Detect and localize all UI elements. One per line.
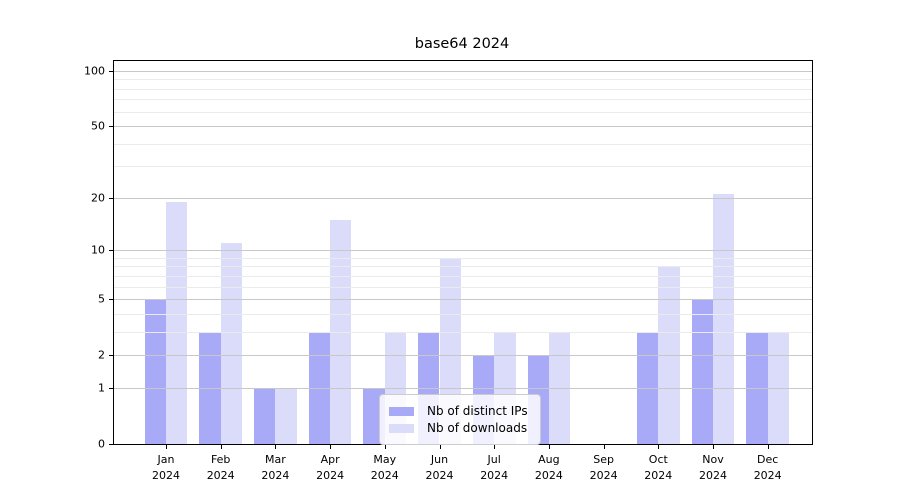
legend-label: Nb of downloads (427, 421, 528, 435)
chart-title: base64 2024 (414, 36, 510, 52)
x-tick-year: 2024 (699, 468, 727, 482)
bar-nb-of-downloads (548, 331, 571, 444)
minor-gridline (114, 166, 812, 168)
minor-gridline (114, 286, 812, 288)
y-tick-label: 2 (98, 348, 105, 362)
y-tick-mark (109, 126, 113, 127)
bar-nb-of-downloads (220, 243, 243, 444)
y-tick-mark (109, 444, 113, 445)
y-tick-label: 100 (84, 64, 105, 78)
y-tick-mark (109, 299, 113, 301)
bar-nb-of-distinct-ips (199, 331, 221, 444)
x-tick-label: Mar 2024 (261, 453, 290, 482)
x-tick-year: 2024 (370, 468, 399, 482)
x-tick-label: Apr 2024 (316, 453, 345, 482)
bar-nb-of-downloads (166, 201, 188, 444)
y-tick-label: 5 (98, 292, 105, 306)
y-tick-label: 50 (91, 119, 105, 133)
y-tick-label: 10 (91, 243, 105, 257)
x-tick-year: 2024 (644, 468, 673, 482)
x-tick-mark (166, 445, 167, 449)
minor-gridline (114, 111, 812, 113)
x-tick-label: Feb 2024 (206, 453, 235, 482)
x-tick-year: 2024 (480, 468, 509, 482)
major-gridline (114, 126, 812, 127)
bar-nb-of-distinct-ips (746, 331, 768, 444)
x-tick-year: 2024 (534, 468, 563, 482)
bar-nb-of-distinct-ips (691, 299, 713, 444)
x-tick-mark (548, 445, 550, 449)
legend-label: Nb of distinct IPs (427, 404, 528, 418)
y-tick-label: 0 (98, 437, 105, 451)
bar-nb-of-downloads (658, 266, 680, 444)
minor-gridline (114, 257, 812, 259)
x-tick-label: Aug 2024 (534, 453, 563, 482)
x-tick-mark (767, 445, 769, 449)
x-tick-mark (275, 445, 277, 449)
x-tick-mark (330, 445, 332, 449)
bar-nb-of-distinct-ips (144, 299, 166, 444)
x-tick-mark (603, 445, 605, 449)
x-tick-mark (494, 445, 496, 449)
x-tick-label: Jan 2024 (152, 453, 180, 482)
minor-gridline (114, 275, 812, 277)
x-tick-mark (439, 445, 441, 449)
legend-item: Nb of distinct IPs (389, 404, 528, 418)
x-tick-mark (384, 445, 386, 449)
legend-swatch (389, 406, 414, 416)
x-tick-year: 2024 (261, 468, 290, 482)
legend-swatch (389, 423, 414, 433)
x-tick-mark (658, 445, 660, 449)
minor-gridline (114, 79, 812, 81)
minor-gridline (114, 88, 812, 90)
x-tick-label: Sep 2024 (589, 453, 618, 482)
minor-gridline (114, 143, 812, 145)
x-tick-year: 2024 (589, 468, 618, 482)
major-gridline (114, 70, 812, 72)
x-tick-year: 2024 (152, 468, 180, 482)
plot-area: Nb of distinct IPs Nb of downloads 0 1 2 5 10… (84, 60, 813, 482)
major-gridline (114, 250, 812, 252)
bar-nb-of-downloads (713, 194, 735, 444)
legend-item: Nb of downloads (389, 421, 528, 435)
x-tick-mark (713, 445, 714, 449)
y-tick-mark (109, 355, 113, 357)
y-tick-mark (109, 387, 113, 389)
bar-nb-of-downloads (275, 387, 297, 444)
y-tick-mark (109, 197, 113, 199)
x-tick-label: Jul 2024 (480, 453, 509, 482)
y-tick-mark (109, 70, 113, 72)
bar-nb-of-distinct-ips (636, 331, 659, 444)
x-tick-year: 2024 (206, 468, 235, 482)
minor-gridline (114, 99, 812, 101)
x-tick-mark (220, 445, 222, 449)
bar-nb-of-downloads (767, 331, 790, 444)
x-tick-year: 2024 (425, 468, 454, 482)
y-tick-label: 1 (98, 381, 105, 395)
x-tick-year: 2024 (316, 468, 345, 482)
major-gridline (114, 197, 812, 199)
x-tick-label: Dec 2024 (753, 453, 782, 482)
x-tick-label: Jun 2024 (425, 453, 454, 482)
x-tick-label: Nov 2024 (699, 453, 727, 482)
bar-nb-of-downloads (330, 219, 352, 444)
legend: Nb of distinct IPs Nb of downloads (379, 394, 541, 445)
x-tick-label: May 2024 (370, 453, 399, 482)
minor-gridline (114, 266, 812, 268)
bar-nb-of-distinct-ips (254, 387, 276, 444)
x-tick-year: 2024 (753, 468, 782, 482)
y-tick-mark (109, 250, 113, 252)
y-tick-label: 20 (91, 191, 105, 205)
bar-nb-of-distinct-ips (308, 331, 331, 444)
x-tick-label: Oct 2024 (644, 453, 673, 482)
